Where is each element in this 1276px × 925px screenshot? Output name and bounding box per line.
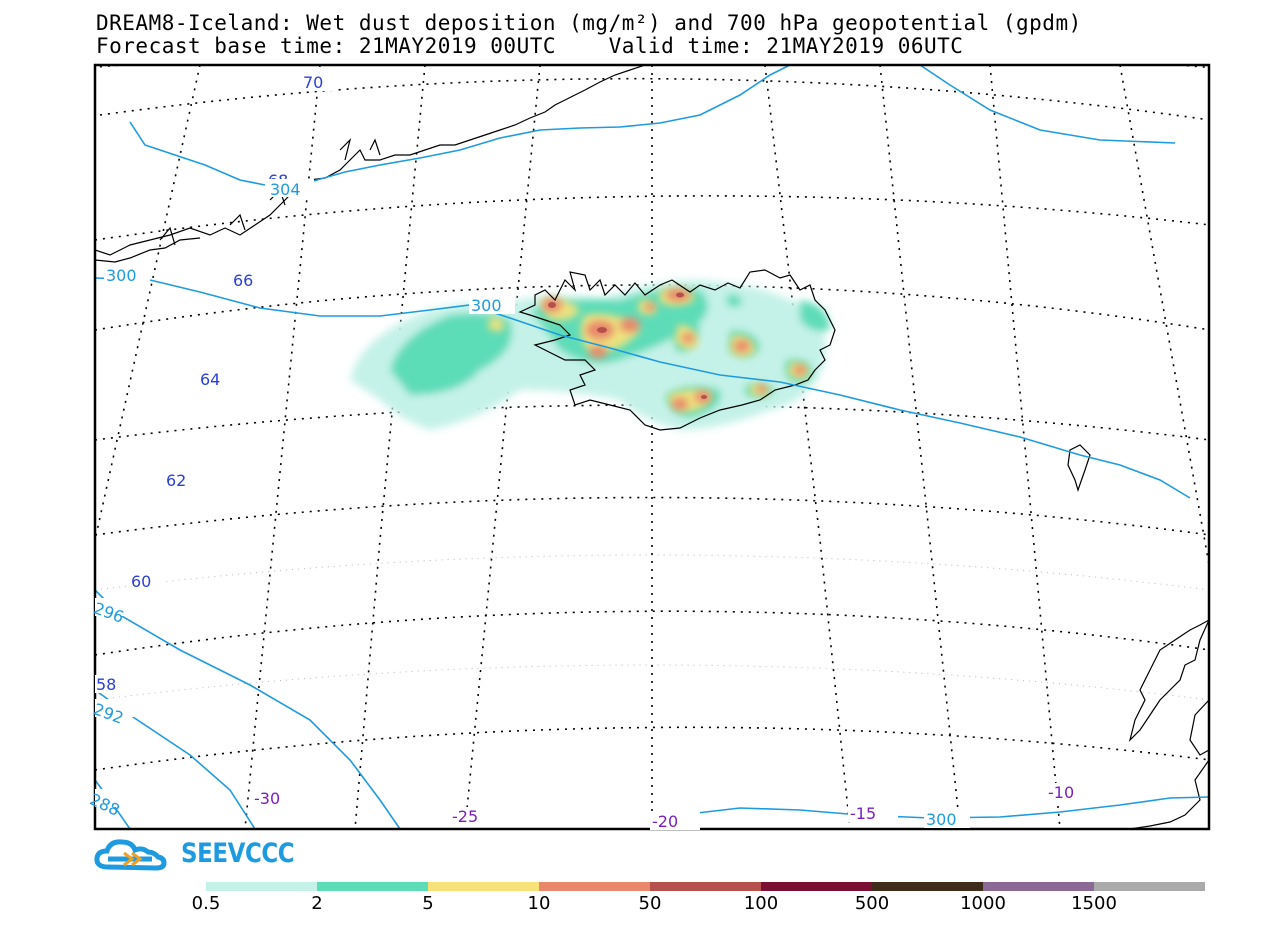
legend-label: 50 bbox=[638, 893, 662, 914]
legend-label: 2 bbox=[311, 893, 323, 914]
lon-label-20w: -20 bbox=[652, 812, 678, 831]
legend-swatch-4 bbox=[650, 882, 761, 891]
longitude-gridlines bbox=[95, 65, 1209, 829]
seevccc-logo bbox=[94, 839, 167, 871]
legend-label: 100 bbox=[743, 893, 779, 914]
longitude-labels: -30 -25 -20 -15 -10 bbox=[252, 783, 1096, 831]
dust-deposition-field bbox=[350, 280, 830, 430]
contour-label-300-west: 300 bbox=[106, 266, 137, 285]
legend-label: 10 bbox=[527, 893, 551, 914]
legend-label: 1000 bbox=[960, 893, 1006, 914]
contour-labels: 304 300 300 296 292 288 300 bbox=[87, 179, 970, 829]
legend-swatch-8 bbox=[1094, 882, 1205, 891]
legend-swatch-1 bbox=[317, 882, 428, 891]
map-title: DREAM8-Iceland: Wet dust deposition (mg/… bbox=[96, 11, 1082, 35]
lat-label-62: 62 bbox=[166, 471, 186, 490]
legend-swatch-0 bbox=[206, 882, 317, 891]
contour-label-300-south: 300 bbox=[926, 810, 957, 829]
logo-text: SEEVCCC bbox=[181, 838, 295, 869]
legend-label: 5 bbox=[422, 893, 434, 914]
lon-label-10w: -10 bbox=[1048, 783, 1074, 802]
lon-label-30w: -30 bbox=[254, 789, 280, 808]
legend-label: 500 bbox=[854, 893, 890, 914]
legend-swatch-6 bbox=[872, 882, 983, 891]
lon-label-15w: -15 bbox=[850, 804, 876, 823]
legend-swatch-7 bbox=[983, 882, 1094, 891]
map-subtitle: Forecast base time: 21MAY2019 00UTC Vali… bbox=[96, 34, 964, 58]
lat-label-66: 66 bbox=[233, 271, 253, 290]
lon-label-25w: -25 bbox=[452, 807, 478, 826]
color-legend-labels: 0.5 2 5 10 50 100 500 1000 1500 bbox=[0, 893, 1276, 915]
legend-label: 0.5 bbox=[191, 893, 221, 914]
lat-label-64: 64 bbox=[200, 370, 220, 389]
color-legend bbox=[206, 882, 1205, 891]
legend-swatch-3 bbox=[539, 882, 650, 891]
legend-swatch-2 bbox=[428, 882, 539, 891]
legend-swatch-5 bbox=[761, 882, 872, 891]
latitude-labels: 70 68 66 64 62 60 58 bbox=[95, 73, 334, 694]
contour-label-300-center: 300 bbox=[471, 296, 502, 315]
lat-label-70: 70 bbox=[303, 73, 323, 92]
contour-label-304: 304 bbox=[270, 180, 301, 199]
legend-label: 1500 bbox=[1071, 893, 1117, 914]
lat-label-58: 58 bbox=[96, 675, 116, 694]
lat-label-60: 60 bbox=[131, 572, 151, 591]
latitude-gridlines bbox=[95, 65, 1209, 771]
